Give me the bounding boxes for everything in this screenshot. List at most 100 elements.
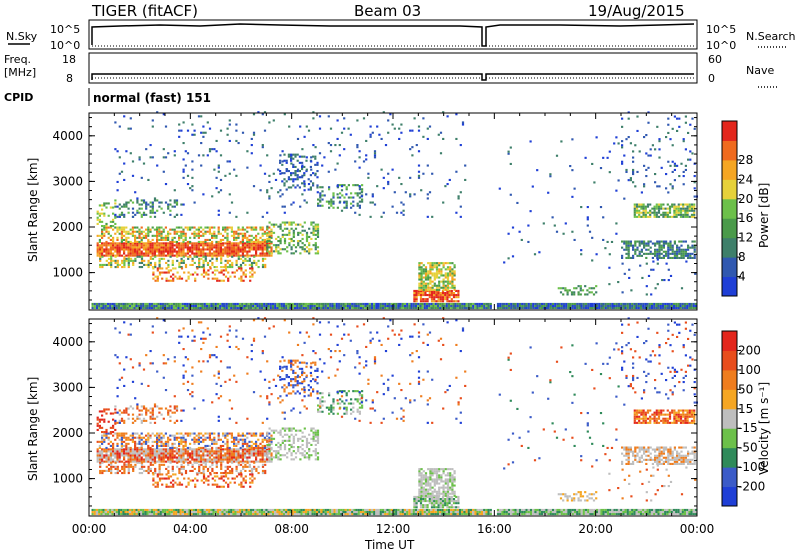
power-cell [151, 156, 154, 159]
power-cell [153, 215, 157, 218]
power-cell [359, 302, 363, 305]
velocity-cell [173, 456, 176, 459]
velocity-cell [551, 508, 555, 511]
power-cell [299, 205, 302, 208]
velocity-cell [545, 513, 548, 516]
power-cell [419, 292, 423, 295]
power-cell [125, 203, 128, 206]
power-cell [667, 279, 670, 282]
power-cell [675, 211, 678, 214]
velocity-cell [414, 513, 418, 516]
power-cell [321, 204, 324, 207]
power-cell [123, 252, 126, 255]
power-cell [149, 250, 152, 253]
power-ytick-label: 2000 [52, 220, 83, 234]
power-cell [197, 252, 200, 255]
power-cell [127, 250, 130, 253]
velocity-cell [171, 458, 174, 461]
power-cell [305, 246, 309, 249]
power-cell [675, 209, 678, 212]
power-cell [96, 246, 99, 249]
power-cell [158, 267, 162, 270]
velocity-cell [202, 456, 205, 459]
power-cell [569, 165, 572, 168]
power-cell [125, 259, 128, 262]
power-cell [562, 293, 565, 296]
power-cell [693, 240, 696, 243]
power-cell [173, 230, 176, 233]
power-cell [562, 232, 565, 235]
power-cell [276, 307, 279, 310]
power-cell [140, 246, 143, 249]
power-cell [621, 146, 624, 149]
power-cell [271, 307, 275, 310]
power-cell [235, 250, 238, 253]
velocity-cell [514, 508, 517, 511]
power-cell [255, 240, 258, 243]
power-cell [222, 248, 225, 251]
power-cell [222, 238, 225, 241]
power-cell [259, 246, 262, 249]
power-cell [654, 248, 657, 251]
power-cell [253, 271, 256, 274]
velocity-cell [269, 508, 272, 511]
velocity-cell [116, 458, 119, 461]
velocity-cell [309, 508, 312, 511]
power-cell [529, 210, 532, 213]
power-cell [234, 305, 237, 308]
power-ytick-label: 3000 [52, 174, 83, 188]
power-cell [346, 302, 349, 305]
power-cell [147, 240, 150, 243]
power-cell [664, 213, 667, 216]
power-cell [373, 305, 376, 308]
power-cell [683, 302, 687, 305]
power-cell [203, 302, 206, 305]
power-cell [369, 135, 372, 138]
power-cell [180, 129, 183, 132]
velocity-cell [210, 513, 213, 516]
velocity-cell [379, 513, 382, 516]
velocity-cell [171, 450, 174, 453]
power-cell [140, 176, 143, 179]
velocity-cell [98, 508, 101, 511]
power-cell [244, 232, 247, 235]
power-cell [167, 242, 170, 245]
power-cell [125, 205, 128, 208]
velocity-cell [117, 508, 121, 511]
power-cell [682, 252, 685, 255]
power-cell [444, 274, 447, 277]
power-cell [480, 302, 484, 305]
velocity-cell [171, 454, 174, 457]
velocity-cell [159, 508, 162, 511]
power-cell [191, 273, 195, 276]
power-cell [180, 232, 183, 235]
power-cell [668, 305, 671, 308]
power-cell [127, 263, 130, 266]
velocity-cell [204, 448, 207, 451]
velocity-cell [138, 460, 141, 463]
velocity-cell [681, 508, 684, 511]
power-cell [208, 242, 211, 245]
power-cell [518, 305, 522, 308]
power-cell [287, 155, 290, 158]
power-cell [101, 236, 104, 239]
power-cell [220, 257, 223, 260]
velocity-cell [194, 508, 198, 511]
power-cell [153, 252, 156, 255]
power-cell [672, 302, 676, 305]
power-cell [160, 252, 163, 255]
power-cell [532, 305, 535, 308]
velocity-cell [142, 448, 145, 451]
power-cell [226, 242, 229, 245]
power-cell [239, 263, 243, 266]
power-cell [627, 254, 630, 257]
power-cell [160, 238, 163, 241]
velocity-cell [439, 513, 442, 516]
power-cell [351, 307, 354, 310]
power-cell [233, 254, 236, 257]
power-cell [318, 302, 321, 305]
power-cell [661, 307, 665, 310]
velocity-cell [114, 454, 117, 457]
power-cell [129, 117, 132, 120]
power-cell [191, 226, 194, 229]
